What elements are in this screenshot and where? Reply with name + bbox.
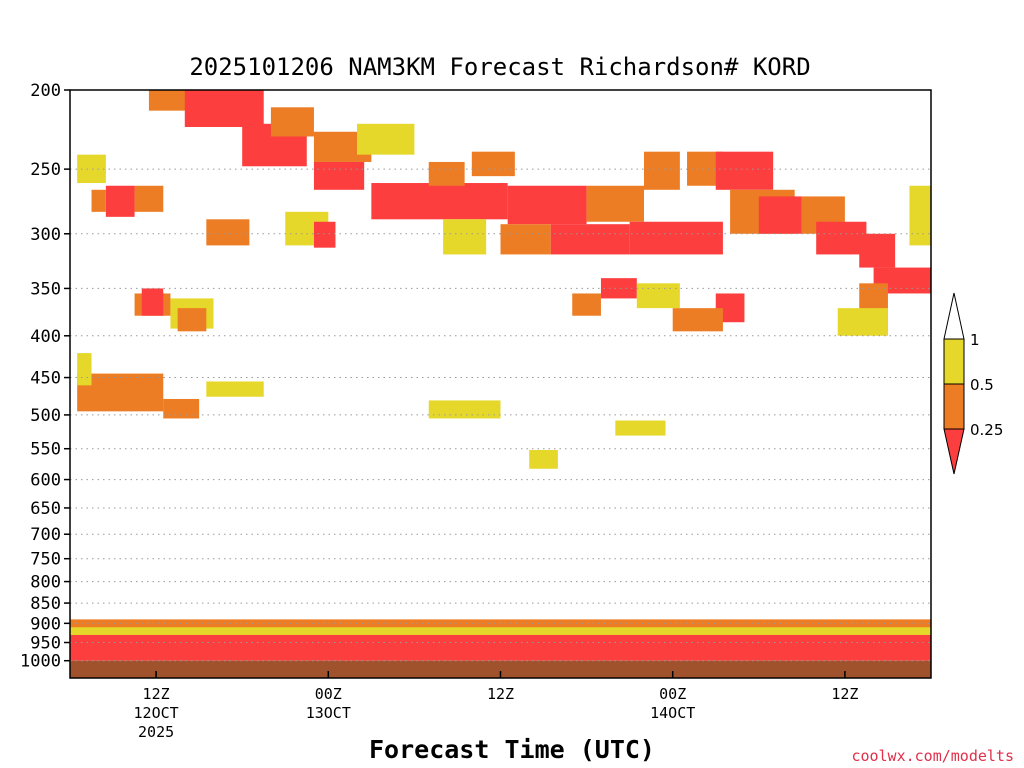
y-tick-label: 450 bbox=[30, 369, 61, 389]
y-tick-label: 650 bbox=[30, 499, 61, 519]
plot-frame bbox=[69, 89, 932, 679]
x-tick-label: 12Z bbox=[143, 685, 170, 703]
y-tick-label: 400 bbox=[30, 327, 61, 347]
y-tick-label: 900 bbox=[30, 614, 61, 634]
ri-cell bbox=[471, 151, 515, 177]
heatmap-cells bbox=[70, 90, 931, 678]
ri-cell bbox=[500, 224, 551, 255]
ri-cell bbox=[672, 308, 723, 332]
ri-cell bbox=[105, 185, 135, 217]
ri-cell bbox=[206, 219, 250, 246]
colorbar-bin bbox=[943, 338, 965, 385]
boundary-layer-band bbox=[70, 625, 931, 635]
ri-cell bbox=[141, 288, 164, 316]
ri-cell bbox=[758, 196, 802, 234]
ri-cell bbox=[572, 293, 601, 316]
ri-cell bbox=[909, 185, 931, 246]
ri-cell bbox=[586, 185, 644, 222]
ri-cell bbox=[428, 400, 501, 419]
pressure-gridlines bbox=[70, 89, 931, 662]
ri-cell bbox=[629, 221, 723, 255]
x-tick-label: 00Z bbox=[315, 685, 342, 703]
ri-cell bbox=[816, 221, 867, 255]
y-tick-label: 250 bbox=[30, 160, 61, 180]
y-tick-label: 800 bbox=[30, 573, 61, 593]
colorbar-label: 0.5 bbox=[970, 376, 994, 394]
ri-cell bbox=[313, 161, 365, 190]
y-tick-label: 300 bbox=[30, 225, 61, 245]
ri-cell bbox=[134, 185, 164, 212]
ri-cell bbox=[313, 221, 336, 248]
colorbar-upper-arrow bbox=[943, 292, 965, 340]
ri-cell bbox=[644, 151, 680, 190]
y-tick-label: 1000 bbox=[20, 652, 61, 672]
chart-title: 2025101206 NAM3KM Forecast Richardson# K… bbox=[189, 53, 810, 81]
y-tick-label: 550 bbox=[30, 440, 61, 460]
x-tick-label: 00Z bbox=[659, 685, 686, 703]
ri-cell bbox=[428, 161, 465, 186]
ri-cell bbox=[715, 151, 774, 190]
boundary-layer-band bbox=[70, 634, 931, 661]
colorbar: 1 0.5 0.25 bbox=[943, 292, 1003, 475]
ri-cell bbox=[148, 90, 192, 111]
y-tick-label: 850 bbox=[30, 594, 61, 614]
ri-cell bbox=[837, 308, 888, 336]
ground-fill bbox=[70, 660, 931, 678]
credit-text: coolwx.com/modelts bbox=[851, 747, 1014, 765]
x-tick-label: 12Z bbox=[831, 685, 858, 703]
ri-cell bbox=[270, 107, 314, 137]
colorbar-lower-arrow bbox=[943, 428, 965, 475]
ri-cell bbox=[184, 90, 264, 128]
y-tick-label: 200 bbox=[30, 81, 61, 101]
x-tick-label: 2025 bbox=[138, 723, 174, 741]
ri-cell bbox=[550, 224, 630, 255]
colorbar-label: 0.25 bbox=[970, 421, 1003, 439]
ri-cell bbox=[507, 185, 587, 225]
x-tick-label: 13OCT bbox=[306, 704, 351, 722]
ri-cell bbox=[600, 278, 637, 299]
ri-cell bbox=[615, 420, 666, 436]
y-tick-label: 500 bbox=[30, 406, 61, 426]
x-tick-label: 12Z bbox=[487, 685, 514, 703]
ri-cell bbox=[77, 353, 92, 386]
x-tick-label: 12OCT bbox=[134, 704, 179, 722]
y-axis: 200 250 300 350 400 450 500 550 600 650 700 750 8008… bbox=[20, 81, 70, 672]
y-tick-label: 600 bbox=[30, 471, 61, 491]
colorbar-bin bbox=[943, 383, 965, 430]
ri-cell bbox=[859, 233, 896, 268]
y-tick-label: 950 bbox=[30, 634, 61, 654]
x-tick-label: 14OCT bbox=[650, 704, 695, 722]
y-tick-label: 750 bbox=[30, 550, 61, 570]
ri-cell bbox=[357, 123, 415, 155]
ri-cell bbox=[206, 381, 264, 397]
ri-cell bbox=[443, 219, 487, 255]
ri-cell bbox=[529, 449, 558, 469]
ri-cell bbox=[636, 283, 680, 309]
ri-cell bbox=[177, 308, 207, 332]
ri-cell bbox=[91, 189, 106, 212]
y-tick-label: 700 bbox=[30, 525, 61, 545]
ri-cell bbox=[163, 398, 200, 419]
x-axis-label: Forecast Time (UTC) bbox=[369, 735, 655, 764]
ri-cell bbox=[371, 183, 508, 220]
y-tick-label: 350 bbox=[30, 279, 61, 299]
colorbar-label: 1 bbox=[970, 331, 980, 349]
